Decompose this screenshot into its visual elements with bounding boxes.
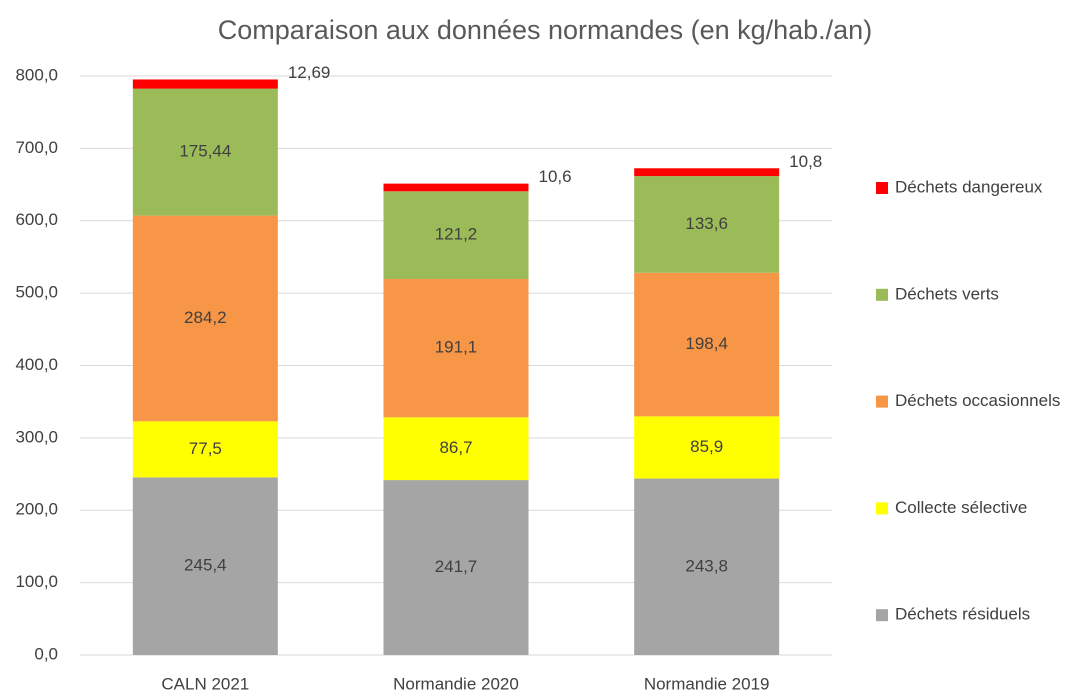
bar-segment — [132, 477, 278, 655]
y-tick-label: 800,0 — [15, 65, 58, 84]
data-label: 241,7 — [435, 557, 478, 576]
y-tick-label: 200,0 — [15, 500, 58, 519]
y-tick-label: 700,0 — [15, 138, 58, 157]
legend-swatch — [876, 182, 888, 194]
data-label: 86,7 — [439, 438, 472, 457]
data-label: 198,4 — [685, 334, 728, 353]
chart-title: Comparaison aux données normandes (en kg… — [218, 15, 872, 45]
legend-swatch — [876, 502, 888, 515]
legend-label: Déchets résiduels — [895, 605, 1030, 624]
legend-label: Déchets dangereux — [895, 177, 1043, 196]
y-tick-label: 300,0 — [15, 427, 58, 446]
legend-label: Collecte sélective — [895, 498, 1027, 517]
legend-swatch — [876, 288, 888, 301]
data-label: 77,5 — [189, 439, 222, 458]
y-tick-label: 400,0 — [15, 355, 58, 374]
bar-segment — [383, 417, 529, 481]
bar-segment — [634, 168, 780, 177]
bar-segment — [634, 272, 780, 417]
data-label: 133,6 — [685, 214, 728, 233]
data-label: 245,4 — [184, 556, 227, 575]
data-label: 121,2 — [435, 225, 478, 244]
bar-segment — [132, 79, 278, 89]
x-tick-label: Normandie 2019 — [644, 674, 770, 692]
data-label: 191,1 — [435, 338, 478, 357]
legend-swatch — [876, 609, 888, 622]
bar-segment — [383, 191, 529, 280]
legend-swatch — [876, 395, 888, 408]
bar-segment — [383, 480, 529, 655]
bar-segment — [132, 88, 278, 216]
data-label: 10,8 — [789, 152, 822, 171]
data-label: 175,44 — [179, 142, 231, 161]
legend-label: Déchets verts — [895, 284, 999, 303]
y-tick-label: 100,0 — [15, 572, 58, 591]
legend-label: Déchets occasionnels — [895, 391, 1060, 410]
x-tick-label: CALN 2021 — [161, 674, 249, 692]
data-label: 12,69 — [288, 63, 331, 82]
x-tick-label: Normandie 2020 — [393, 674, 519, 692]
bar-segment — [383, 183, 529, 192]
bar-segment — [383, 279, 529, 418]
y-tick-label: 500,0 — [15, 283, 58, 302]
bar-segment — [634, 478, 780, 655]
bar-segment — [132, 421, 278, 478]
bar-segment — [132, 215, 278, 422]
data-label: 85,9 — [690, 437, 723, 456]
y-tick-label: 0,0 — [34, 644, 58, 663]
y-tick-label: 600,0 — [15, 210, 58, 229]
data-label: 284,2 — [184, 308, 227, 327]
data-label: 243,8 — [685, 556, 728, 575]
data-label: 10,6 — [539, 167, 572, 186]
bar-segment — [634, 176, 780, 273]
bar-segment — [634, 416, 780, 479]
